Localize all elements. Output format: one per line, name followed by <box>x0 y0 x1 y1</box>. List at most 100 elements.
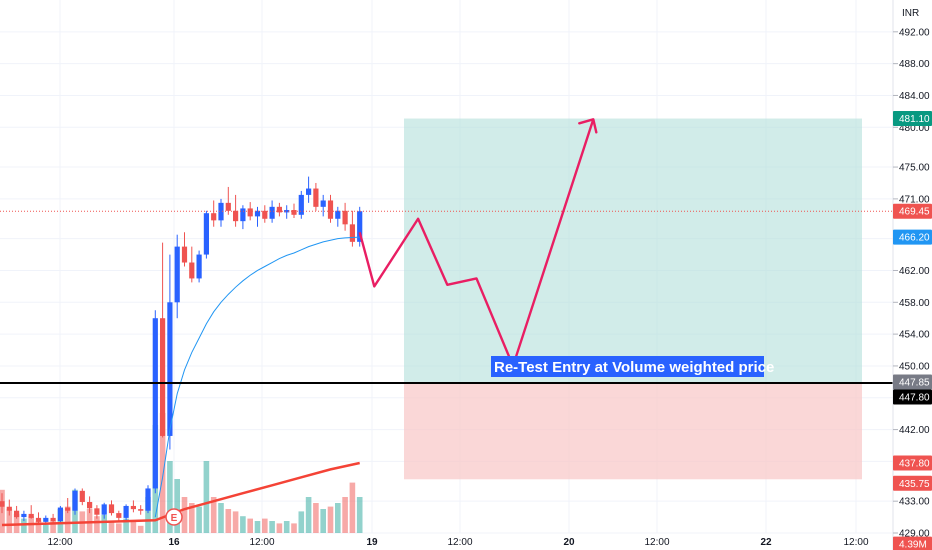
candle-body <box>57 507 63 522</box>
volume-bar <box>247 518 253 533</box>
candle-body <box>160 318 166 436</box>
candle-body <box>196 254 202 279</box>
candle-body <box>211 213 217 221</box>
candle-body <box>116 513 122 518</box>
volume-label-bg <box>893 536 932 550</box>
last-price-label-bg <box>893 203 932 219</box>
volume-bar <box>254 521 261 533</box>
candle-body <box>6 506 12 511</box>
volume-bar <box>123 518 129 533</box>
candle-body <box>28 513 34 518</box>
candle-body <box>87 501 93 509</box>
candle-body <box>254 210 261 217</box>
candle-body <box>276 206 282 213</box>
price-tick-label: 454.00 <box>899 330 930 341</box>
candle-body <box>145 488 151 511</box>
earnings-marker[interactable]: E <box>165 508 183 526</box>
crosshair-price-label-bg <box>893 389 932 405</box>
candle-body <box>233 210 239 222</box>
price-tick-label: 458.00 <box>899 298 930 309</box>
profit-zone[interactable] <box>404 118 862 384</box>
ma-series <box>1 461 360 527</box>
moving-average-line <box>1 461 360 527</box>
candle-body <box>284 210 290 213</box>
volume-bar <box>94 516 100 533</box>
volume-bar <box>130 521 137 533</box>
vwap-line <box>154 236 360 518</box>
volume-bar <box>327 506 334 533</box>
price-tick-label: 442.00 <box>899 425 930 436</box>
last-price-label: 469.45 <box>899 207 930 218</box>
volume-bar <box>196 506 202 533</box>
candle-body <box>94 508 100 515</box>
target-price-label-bg <box>893 111 932 127</box>
candle-body <box>189 262 195 279</box>
candle-body <box>240 208 246 222</box>
candle-body <box>225 202 231 211</box>
volume-bar <box>291 523 297 533</box>
candle-body <box>357 211 363 242</box>
candle-body <box>65 507 71 511</box>
candle-body <box>247 208 253 217</box>
volume-bar <box>240 516 246 533</box>
candle-body <box>335 210 341 219</box>
stop-price-label-bg <box>893 475 932 491</box>
time-tick-label: 22 <box>760 537 772 548</box>
volume-bar <box>320 509 326 533</box>
annotation-label[interactable]: Re-Test Entry at Volume weighted price <box>491 356 774 377</box>
currency-label: INR <box>902 8 919 19</box>
price-tick-label: 488.00 <box>899 59 930 70</box>
volume-bar <box>159 413 166 533</box>
volume-bar <box>137 525 144 533</box>
candle-body <box>35 517 42 522</box>
stop-loss-zone[interactable] <box>404 383 862 480</box>
volume-bar <box>349 482 356 533</box>
ma-price-label: 437.80 <box>899 458 930 469</box>
candle-body <box>174 246 180 303</box>
candle-body <box>298 194 304 215</box>
volume-bar <box>64 506 71 533</box>
candle-body <box>43 517 49 522</box>
volume-bar <box>356 497 363 533</box>
price-tick-label: 433.00 <box>899 497 930 508</box>
time-axis[interactable]: 12:00 16 12:00 19 12:00 20 12:00 22 12:00 <box>47 537 868 548</box>
volume-bar <box>225 509 232 533</box>
time-tick-label: 12:00 <box>843 537 868 548</box>
time-tick-label: 12:00 <box>644 537 669 548</box>
volume-bar <box>116 523 122 533</box>
target-price-label: 481.10 <box>899 114 930 125</box>
volume-bar <box>21 518 27 533</box>
volume-bar <box>203 461 210 533</box>
volume-bar <box>101 515 107 533</box>
entry-price-label-bg <box>893 374 932 390</box>
volume-bar <box>298 511 305 533</box>
price-tick-label: 484.00 <box>899 91 930 102</box>
volume-bar <box>43 523 49 533</box>
candle-body <box>218 202 224 221</box>
volume-bar <box>50 521 56 533</box>
candle-body <box>50 517 56 522</box>
volume-bar <box>335 503 341 533</box>
time-tick-label: 12:00 <box>249 537 274 548</box>
price-tick-label: 492.00 <box>899 27 930 38</box>
price-labels: 481.10 469.45 466.20 447.85 447.80 437.80 435.… <box>893 111 932 550</box>
price-tick-label: 429.00 <box>899 529 930 540</box>
candle-body <box>0 501 5 507</box>
ma-price-label-bg <box>893 455 932 471</box>
volume-bar <box>313 503 319 533</box>
volume-bar <box>342 497 348 533</box>
time-tick-label: 12:00 <box>447 537 472 548</box>
candle-body <box>72 490 78 511</box>
vwap-price-label-bg <box>893 229 932 245</box>
volume-bar <box>283 521 290 533</box>
position-zones[interactable] <box>404 118 862 480</box>
price-tick-label: 480.00 <box>899 123 930 134</box>
candle-body <box>203 213 209 255</box>
candle-body <box>291 210 297 215</box>
candle-body <box>123 505 129 518</box>
volume-bar <box>218 503 224 533</box>
time-tick-label: 19 <box>366 537 378 548</box>
candle-body <box>262 210 268 219</box>
candle-body <box>327 200 334 219</box>
